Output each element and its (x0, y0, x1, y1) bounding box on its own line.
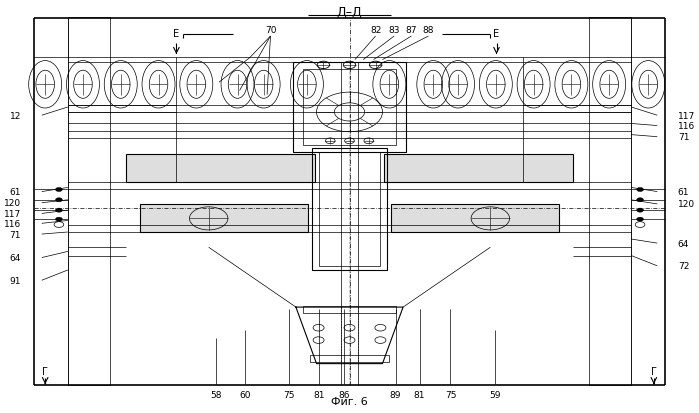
Bar (68, 18, 110, 386)
Text: 64: 64 (10, 254, 21, 262)
Text: 86: 86 (338, 390, 350, 399)
Text: 81: 81 (314, 390, 325, 399)
Bar (303, 69, 396, 145)
Text: Г: Г (651, 366, 657, 376)
Text: 75: 75 (445, 390, 456, 399)
Text: 61: 61 (10, 188, 21, 197)
Text: 81: 81 (414, 390, 425, 399)
Bar (312, 149, 387, 270)
Text: Г: Г (42, 366, 48, 376)
Text: 120: 120 (678, 200, 695, 209)
Text: 64: 64 (678, 239, 689, 248)
Bar (127, 154, 315, 183)
Text: 71: 71 (678, 133, 689, 142)
Text: Д–Д: Д–Д (337, 6, 362, 19)
Text: 75: 75 (283, 390, 295, 399)
Text: 89: 89 (390, 390, 401, 399)
Text: 117: 117 (678, 112, 695, 121)
Text: 60: 60 (239, 390, 251, 399)
Text: E: E (173, 29, 180, 39)
Bar (384, 154, 572, 183)
Circle shape (55, 198, 62, 202)
Text: 70: 70 (265, 26, 276, 34)
Circle shape (637, 188, 644, 192)
Circle shape (637, 218, 644, 222)
Bar (391, 204, 559, 233)
Text: 82: 82 (370, 26, 381, 34)
Bar (310, 355, 389, 362)
Text: 12: 12 (10, 112, 21, 121)
Text: 72: 72 (678, 262, 689, 271)
Circle shape (637, 209, 644, 213)
Text: 120: 120 (4, 199, 21, 208)
Text: 117: 117 (4, 209, 21, 218)
Text: 59: 59 (489, 390, 501, 399)
Text: 88: 88 (423, 26, 434, 34)
Circle shape (637, 198, 644, 202)
Text: 91: 91 (10, 276, 21, 285)
Text: 61: 61 (678, 188, 689, 197)
Text: 116: 116 (4, 219, 21, 228)
Circle shape (55, 188, 62, 192)
Circle shape (55, 209, 62, 213)
Bar (319, 153, 380, 266)
Text: 116: 116 (678, 122, 695, 131)
Text: Фиг. 6: Фиг. 6 (331, 396, 368, 406)
Circle shape (55, 218, 62, 222)
Text: 71: 71 (10, 230, 21, 239)
Bar (140, 204, 308, 233)
Text: E: E (493, 29, 500, 39)
Bar (589, 18, 631, 386)
Text: 83: 83 (389, 26, 400, 34)
Text: 58: 58 (210, 390, 222, 399)
Text: 87: 87 (405, 26, 417, 34)
Bar (303, 306, 396, 313)
Bar (293, 63, 406, 153)
